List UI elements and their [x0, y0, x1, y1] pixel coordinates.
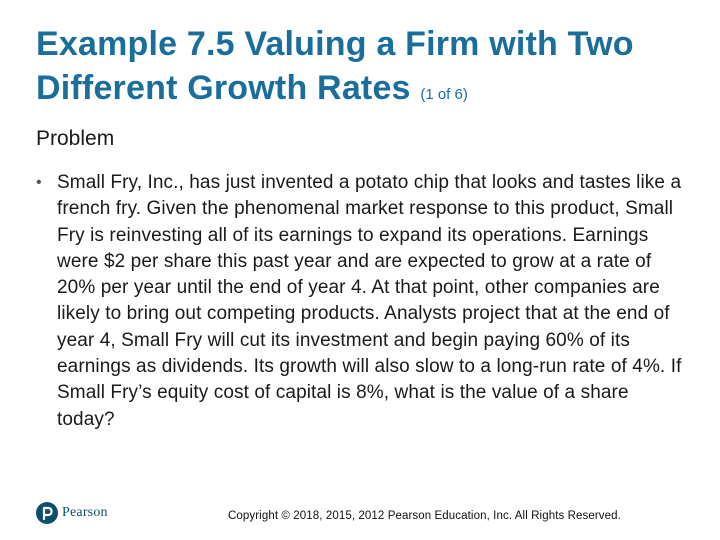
slide-title-part: (1 of 6) — [420, 86, 468, 103]
slide-title: Example 7.5 Valuing a Firm with Two Diff… — [36, 22, 696, 117]
bullet-marker: • — [36, 174, 42, 191]
bullet-list: • Small Fry, Inc., has just invented a p… — [36, 170, 686, 433]
pearson-logo: Pearson — [36, 502, 108, 524]
slide-title-main: Example 7.5 Valuing a Firm with Two Diff… — [36, 25, 634, 107]
pearson-logo-text: Pearson — [62, 505, 108, 520]
bullet-text: Small Fry, Inc., has just invented a pot… — [57, 172, 682, 430]
pearson-logo-icon — [36, 502, 58, 524]
copyright-notice: Copyright © 2018, 2015, 2012 Pearson Edu… — [228, 510, 621, 522]
section-heading: Problem — [36, 127, 115, 150]
